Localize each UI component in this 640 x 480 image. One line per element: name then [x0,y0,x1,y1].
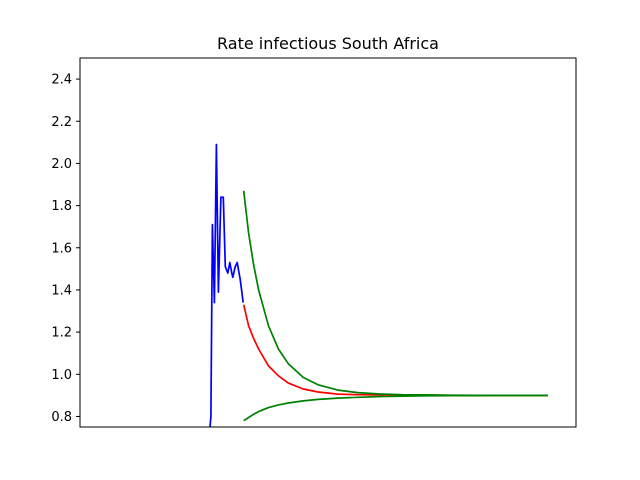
y-tick-label: 0.8 [51,410,72,425]
y-tick-label: 1.0 [51,368,72,383]
y-tick-label: 1.8 [51,199,72,214]
series-line-3 [242,190,548,397]
chart-title: Rate infectious South Africa [217,34,439,53]
y-axis: 0.8 1.0 1.2 1.4 1.6 1.8 2.0 2.2 2.4 [51,73,80,425]
series-line-1 [209,143,245,427]
series-line-4 [243,394,548,422]
plot-frame [79,57,577,428]
y-tick-label: 2.0 [51,157,72,172]
y-tick-label: 1.2 [51,326,72,341]
y-tick-label: 2.2 [51,115,72,130]
y-tick-label: 1.6 [51,241,72,256]
plot-area [209,143,548,427]
series-line-2 [242,304,548,397]
y-tick-label: 2.4 [51,73,72,88]
y-tick-label: 1.4 [51,283,72,298]
